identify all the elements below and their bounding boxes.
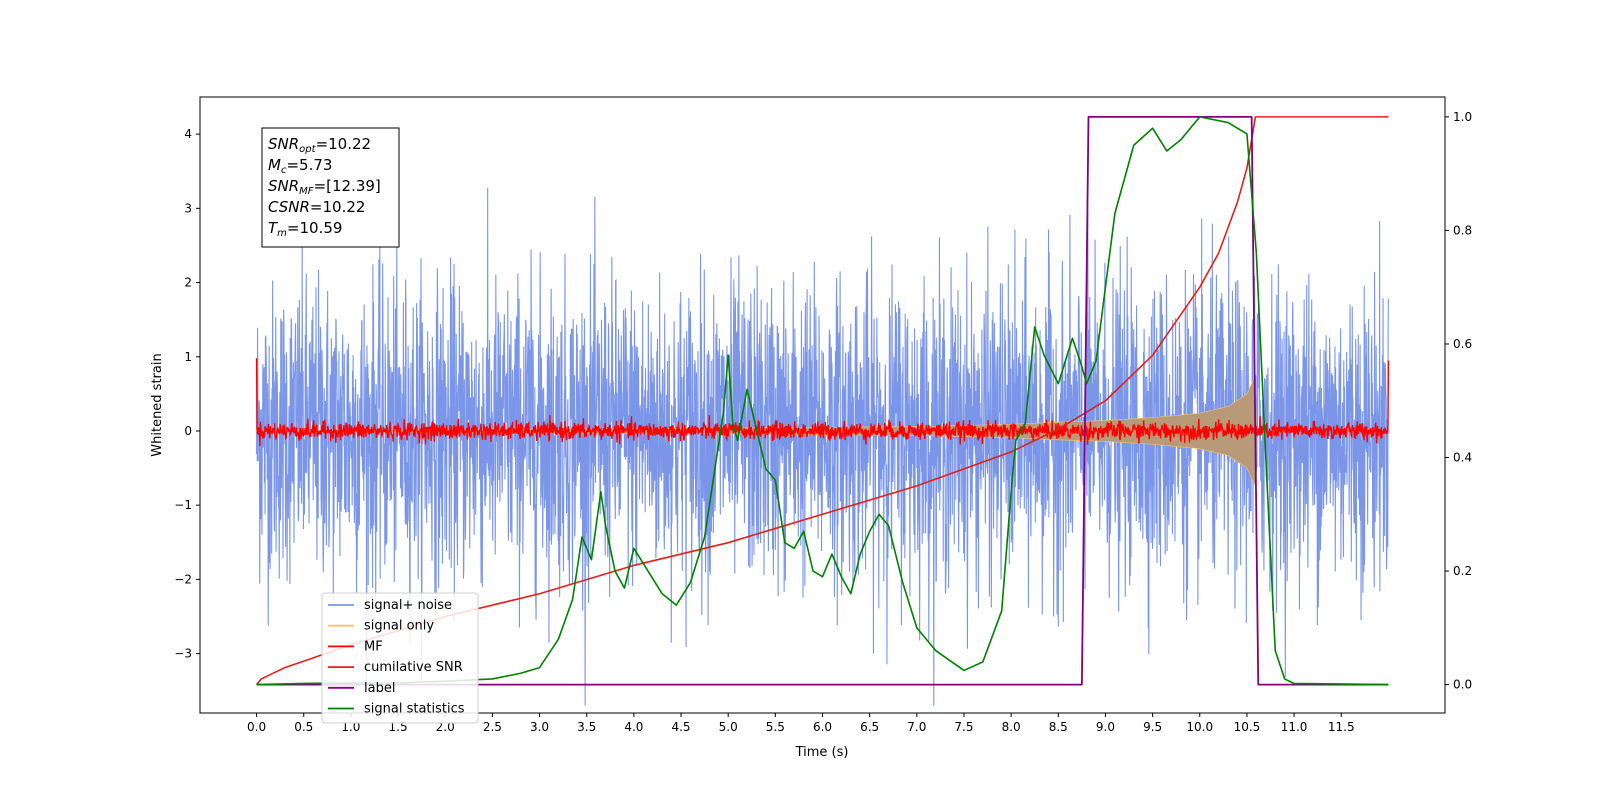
legend-entry: MF: [364, 639, 383, 654]
x-tick-label: 0.5: [294, 720, 313, 734]
x-tick-label: 7.5: [954, 720, 973, 734]
y-tick-label-left: 1: [184, 350, 192, 364]
x-tick-label: 2.5: [483, 720, 502, 734]
x-tick-label: 9.5: [1143, 720, 1162, 734]
annotation-line: Mc=5.73: [268, 156, 332, 176]
series-label: [256, 115, 1389, 686]
x-tick-label: 11.5: [1328, 720, 1355, 734]
legend-entry: cumilative SNR: [364, 660, 463, 675]
y-tick-label-left: −1: [174, 498, 192, 512]
x-tick-label: 4.5: [671, 720, 690, 734]
y-axis-label: Whitened strain: [150, 353, 165, 456]
x-tick-label: 5.0: [719, 720, 738, 734]
x-tick-label: 5.5: [766, 720, 785, 734]
x-tick-label: 10.0: [1186, 720, 1213, 734]
legend-entry: signal statistics: [364, 702, 465, 717]
x-tick-label: 0.0: [247, 720, 266, 734]
legend-entry: signal+ noise: [364, 598, 452, 613]
annotation-line: SNRMF=[12.39]: [268, 177, 381, 197]
x-tick-label: 3.5: [577, 720, 596, 734]
x-tick-label: 3.0: [530, 720, 549, 734]
y-tick-label-left: −2: [174, 572, 192, 586]
legend: signal+ noise signal only MF cumilative SNR…: [321, 592, 479, 724]
y-tick-label-right: 0.2: [1453, 564, 1472, 578]
series-mf: [255, 358, 1390, 447]
y-tick-label-left: 4: [184, 127, 192, 141]
x-tick-label: 8.5: [1049, 720, 1068, 734]
x-tick-label: 6.0: [813, 720, 832, 734]
y-tick-label-left: 2: [184, 276, 192, 290]
annotation-box: SNRopt=10.22Mc=5.73SNRMF=[12.39]CSNR=10.…: [261, 127, 400, 248]
x-tick-label: 6.5: [860, 720, 879, 734]
x-tick-label: 11.0: [1281, 720, 1308, 734]
x-tick-label: 9.0: [1096, 720, 1115, 734]
annotation-frame: [261, 127, 400, 248]
y-tick-label-right: 0.0: [1453, 678, 1472, 692]
x-tick-label: 7.0: [907, 720, 926, 734]
y-tick-label-right: 0.4: [1453, 451, 1472, 465]
y-tick-label-left: 3: [184, 201, 192, 215]
y-tick-label-left: −3: [174, 647, 192, 661]
x-tick-label: 4.0: [624, 720, 643, 734]
series-signal-noise: [256, 187, 1389, 706]
y-tick-label-right: 0.8: [1453, 223, 1472, 237]
y-tick-label-left: 0: [184, 424, 192, 438]
legend-entry: label: [364, 681, 395, 696]
series-signal-statistics: [256, 116, 1389, 686]
annotation-line: CSNR=10.22: [268, 198, 365, 216]
legend-frame: [321, 592, 479, 724]
x-tick-label: 10.5: [1234, 720, 1261, 734]
y-tick-label-right: 0.6: [1453, 337, 1472, 351]
annotation-line: Tm=10.59: [268, 219, 342, 239]
legend-entry: signal only: [364, 619, 434, 634]
x-tick-label: 8.0: [1002, 720, 1021, 734]
annotation-line: SNRopt=10.22: [268, 135, 371, 155]
x-axis-label: Time (s): [795, 745, 849, 760]
y-tick-label-right: 1.0: [1453, 110, 1472, 124]
